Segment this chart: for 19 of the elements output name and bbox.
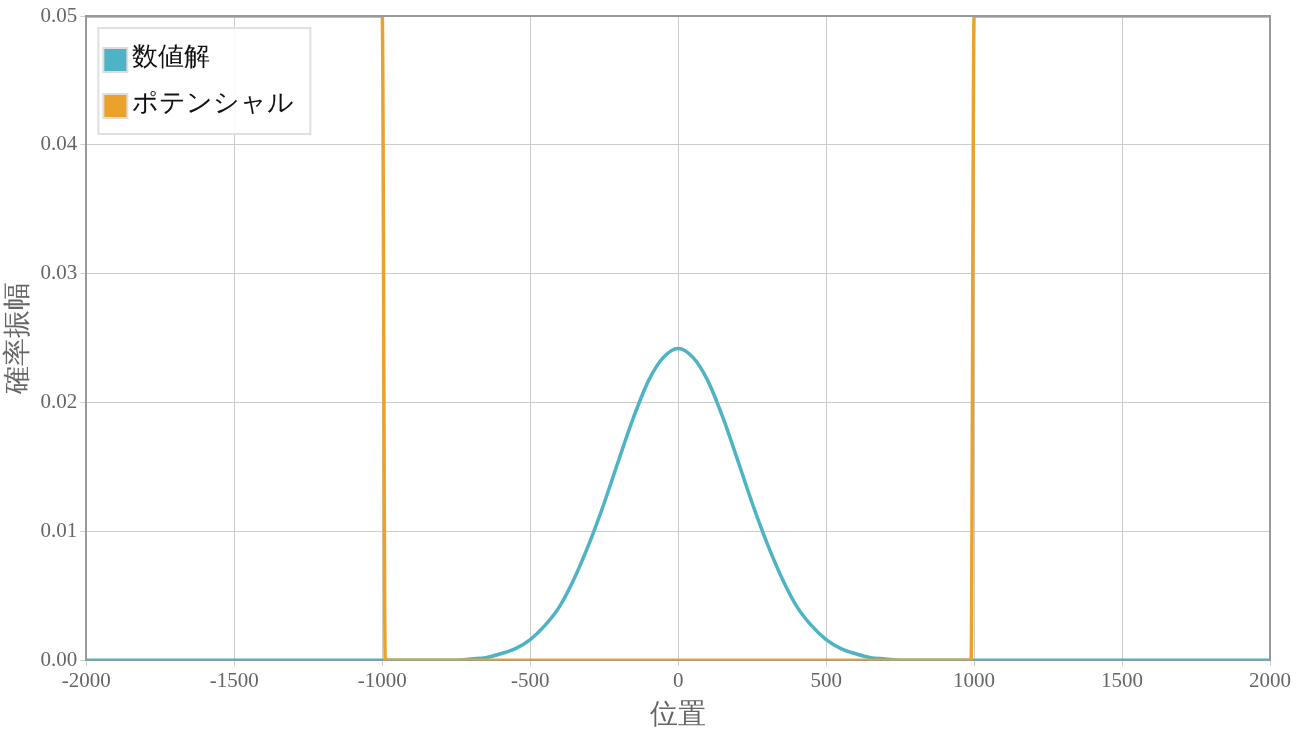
- x-tick-label: 1500: [1101, 668, 1144, 693]
- x-tick-label: 2000: [1249, 668, 1291, 693]
- legend-label: ポテンシャル: [132, 86, 295, 117]
- y-tick-label: 0.02: [40, 389, 78, 414]
- y-tick-label: 0.01: [40, 517, 78, 542]
- x-tick-label: -1000: [357, 668, 407, 693]
- y-tick-label: 0.04: [40, 131, 78, 156]
- x-tick-label: 500: [810, 668, 842, 693]
- x-tick-label: -1500: [209, 668, 259, 693]
- y-tick-label: 0.03: [40, 260, 78, 285]
- x-tick-label: -500: [510, 668, 550, 693]
- y-axis-title: 確率振幅: [0, 282, 34, 396]
- y-tick-label: 0.00: [40, 646, 78, 671]
- legend-label: 数値解: [132, 40, 211, 71]
- x-tick-label: 1000: [953, 668, 996, 693]
- x-tick-label: 0: [672, 668, 684, 693]
- x-axis-title: 位置: [650, 697, 707, 731]
- y-tick-label: 0.05: [40, 2, 78, 27]
- x-tick-label: -2000: [61, 668, 111, 693]
